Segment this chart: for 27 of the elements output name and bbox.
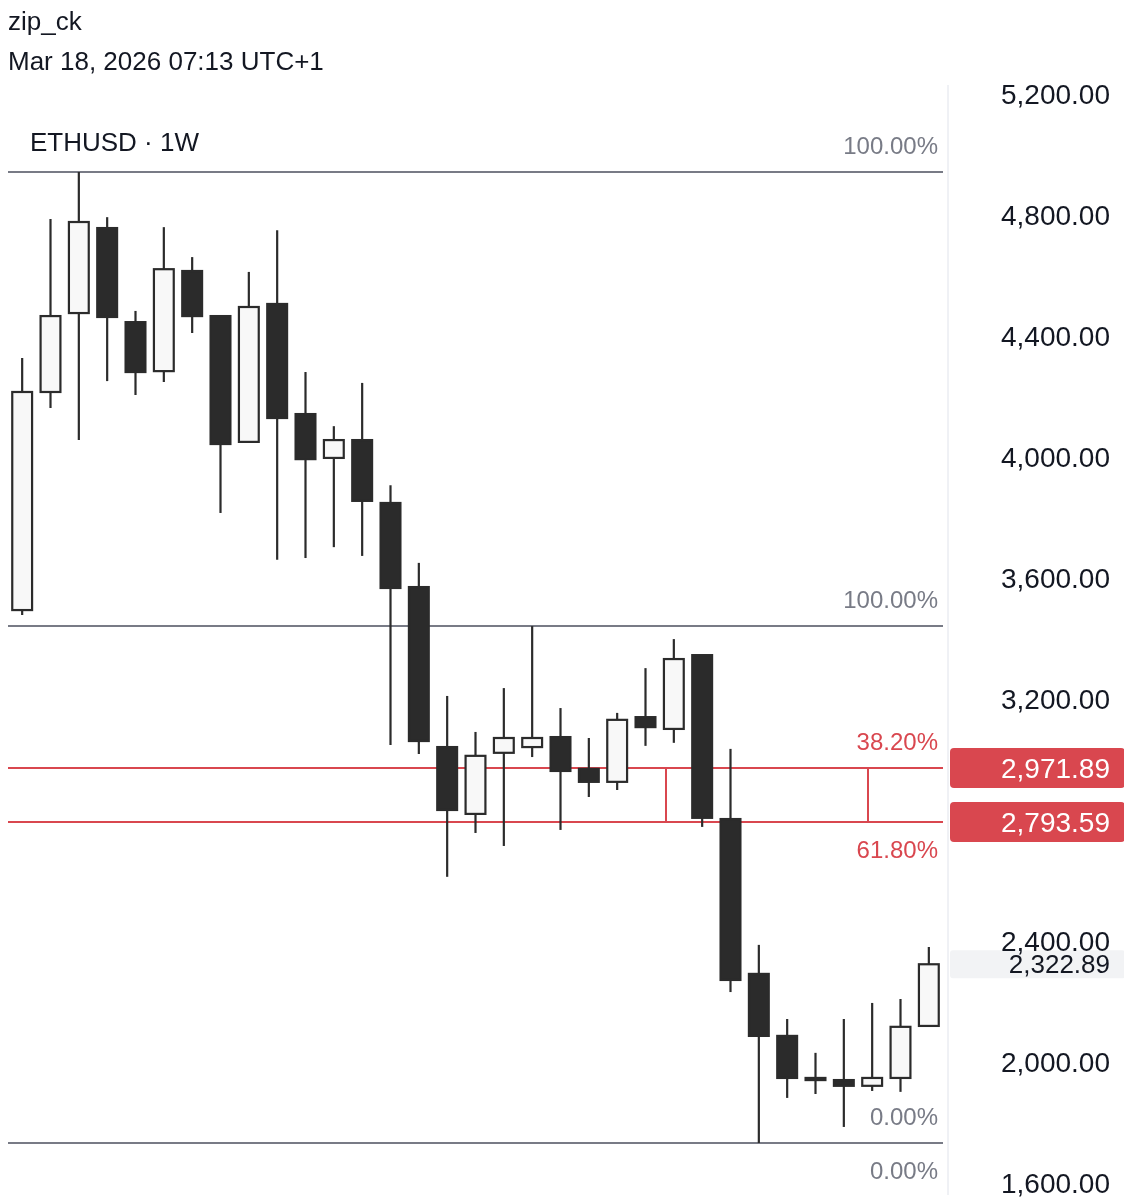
candlestick [322, 425, 345, 549]
text: 2,971.89 [1001, 752, 1110, 784]
text: Mar 18, 2026 07:13 UTC+1 [8, 46, 324, 76]
y-tick-label: 4,800.00 [1001, 199, 1110, 231]
text: zip_ck [8, 6, 83, 36]
y-tick-label: 1,600.00 [1001, 1167, 1110, 1199]
candlestick [832, 1017, 855, 1129]
y-tick-label: 4,400.00 [1001, 320, 1110, 352]
candlestick [521, 624, 544, 759]
annotation: 0.00% [869, 1102, 938, 1130]
y-tick-label: 4,000.00 [1001, 441, 1110, 473]
candlestick [577, 736, 600, 799]
annotation: 100.00% [843, 132, 938, 160]
candlestick [804, 1051, 827, 1096]
y-tick-label: 3,600.00 [1001, 562, 1110, 594]
annotation: 0.00% [869, 1156, 938, 1184]
text: 2,793.59 [1001, 806, 1110, 838]
text: ETHUSD · 1W [30, 127, 200, 157]
y-tick-label: 3,200.00 [1001, 683, 1110, 715]
candlestick [492, 686, 515, 848]
annotation: 61.80% [856, 835, 938, 863]
y-tick-label: 2,000.00 [1001, 1046, 1110, 1078]
candlestick [861, 1001, 884, 1093]
annotation: 100.00% [843, 586, 938, 614]
y-tick-label: 5,200.00 [1001, 78, 1110, 110]
annotation: 38.20% [856, 727, 938, 755]
candlestick [634, 667, 657, 747]
